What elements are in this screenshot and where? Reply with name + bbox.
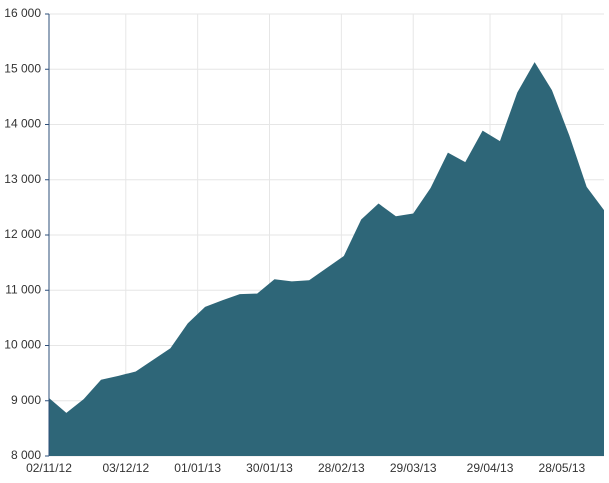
y-tick-label: 11 000 (5, 282, 41, 296)
y-tick-label: 13 000 (4, 172, 41, 186)
y-tick-label: 9 000 (11, 393, 41, 407)
y-tick-label: 8 000 (11, 448, 41, 462)
x-tick-label: 29/03/13 (390, 461, 437, 475)
x-tick-label: 28/02/13 (318, 461, 365, 475)
y-tick-label: 10 000 (4, 338, 41, 352)
x-tick-label: 29/04/13 (467, 461, 514, 475)
area (49, 62, 604, 456)
y-tick-label: 15 000 (4, 61, 41, 75)
y-tick-label: 16 000 (4, 6, 41, 20)
x-tick-label: 28/05/13 (539, 461, 586, 475)
x-tick-label: 30/01/13 (246, 461, 293, 475)
y-tick-label: 14 000 (4, 117, 41, 131)
y-tick-label: 12 000 (4, 227, 41, 241)
x-tick-label: 03/12/12 (102, 461, 149, 475)
x-tick-label: 02/11/12 (26, 461, 72, 475)
x-tick-label: 01/01/13 (174, 461, 221, 475)
